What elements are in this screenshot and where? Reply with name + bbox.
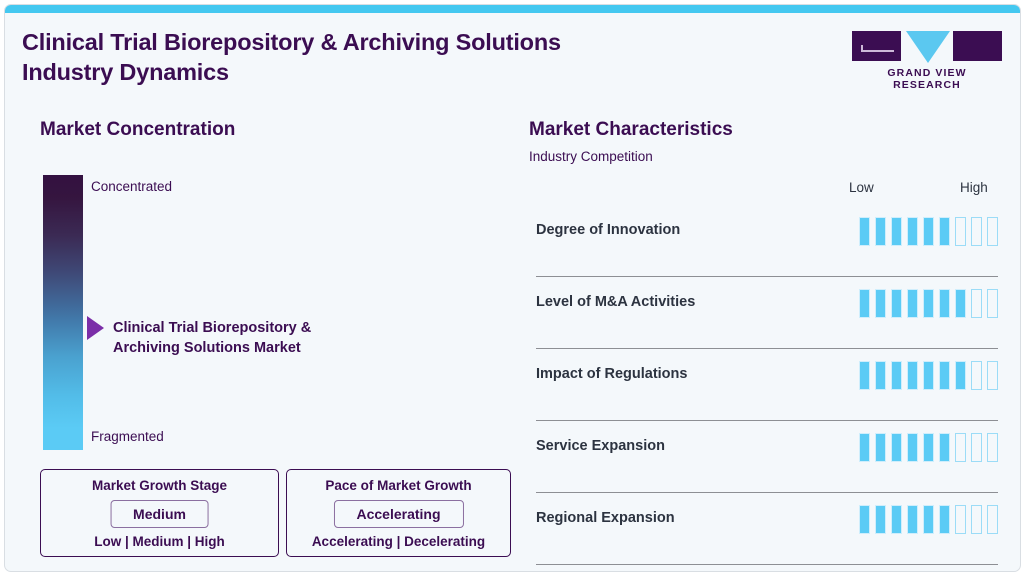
rating-segment-empty bbox=[971, 217, 982, 246]
logo-right-rect-icon bbox=[953, 31, 1002, 61]
characteristic-label: Level of M&A Activities bbox=[536, 294, 696, 310]
rating-segment-filled bbox=[891, 433, 902, 462]
rating-segment-filled bbox=[955, 289, 966, 318]
rating-segment-empty bbox=[971, 361, 982, 390]
rating-segment-filled bbox=[923, 217, 934, 246]
rating-segment-empty bbox=[987, 505, 998, 534]
market-growth-stage-value-chip: Medium bbox=[110, 500, 209, 528]
rating-segment-filled bbox=[859, 361, 870, 390]
characteristics-rows: Degree of Innovation Level of M&A Activit… bbox=[536, 205, 998, 565]
rating-segment-filled bbox=[891, 505, 902, 534]
rating-segment-empty bbox=[987, 361, 998, 390]
concentration-top-label: Concentrated bbox=[91, 179, 173, 194]
characteristic-rating-bars bbox=[859, 361, 998, 390]
logo-left-rect-icon bbox=[852, 31, 901, 61]
rating-segment-empty bbox=[971, 289, 982, 318]
characteristic-row: Level of M&A Activities bbox=[536, 277, 998, 349]
market-characteristics-subheading: Industry Competition bbox=[529, 149, 653, 164]
market-growth-stage-value: Medium bbox=[133, 506, 186, 522]
rating-segment-filled bbox=[939, 505, 950, 534]
market-growth-stage-title: Market Growth Stage bbox=[91, 478, 228, 493]
scale-low-label: Low bbox=[849, 180, 874, 195]
pace-of-market-growth-title: Pace of Market Growth bbox=[325, 478, 472, 493]
market-position-label: Clinical Trial Biorepository & Archiving… bbox=[113, 320, 312, 356]
characteristic-rating-bars bbox=[859, 217, 998, 246]
logo-text: GRAND VIEW RESEARCH bbox=[887, 67, 967, 91]
characteristic-rating-bars bbox=[859, 289, 998, 318]
rating-segment-filled bbox=[907, 505, 918, 534]
rating-segment-empty bbox=[987, 433, 998, 462]
rating-segment-filled bbox=[859, 217, 870, 246]
characteristic-label: Regional Expansion bbox=[536, 510, 675, 526]
pace-of-market-growth-box: Pace of Market Growth Accelerating Accel… bbox=[286, 469, 511, 557]
pace-of-market-growth-value: Accelerating bbox=[356, 506, 441, 522]
scale-high-label: High bbox=[960, 180, 988, 195]
page-title: Clinical Trial Biorepository & Archiving… bbox=[22, 29, 561, 85]
rating-segment-filled bbox=[859, 505, 870, 534]
concentration-gradient-bar bbox=[43, 175, 83, 450]
market-characteristics-heading: Market Characteristics bbox=[529, 119, 733, 140]
rating-segment-filled bbox=[939, 289, 950, 318]
rating-segment-filled bbox=[859, 433, 870, 462]
characteristic-row: Degree of Innovation bbox=[536, 205, 998, 277]
rating-segment-filled bbox=[859, 289, 870, 318]
logo-left-tick-icon bbox=[861, 45, 863, 51]
characteristic-row: Regional Expansion bbox=[536, 493, 998, 565]
rating-segment-empty bbox=[971, 505, 982, 534]
rating-segment-filled bbox=[907, 289, 918, 318]
infographic-card: Clinical Trial Biorepository & Archiving… bbox=[4, 4, 1021, 572]
rating-segment-empty bbox=[987, 289, 998, 318]
characteristic-label: Impact of Regulations bbox=[536, 366, 688, 382]
characteristic-row: Service Expansion bbox=[536, 421, 998, 493]
characteristic-row: Impact of Regulations bbox=[536, 349, 998, 421]
characteristic-rating-bars bbox=[859, 505, 998, 534]
grand-view-research-logo: GRAND VIEW RESEARCH bbox=[852, 31, 1002, 91]
rating-segment-filled bbox=[939, 361, 950, 390]
top-accent-bar bbox=[5, 5, 1020, 13]
rating-segment-filled bbox=[939, 217, 950, 246]
rating-segment-filled bbox=[923, 289, 934, 318]
rating-segment-empty bbox=[987, 217, 998, 246]
rating-segment-filled bbox=[907, 433, 918, 462]
rating-segment-filled bbox=[891, 217, 902, 246]
rating-segment-empty bbox=[971, 433, 982, 462]
pace-of-market-growth-scale: Accelerating | Decelerating bbox=[311, 534, 486, 549]
rating-segment-empty bbox=[955, 505, 966, 534]
rating-segment-filled bbox=[875, 289, 886, 318]
logo-left-line-icon bbox=[861, 50, 894, 52]
rating-segment-filled bbox=[955, 361, 966, 390]
characteristic-label: Degree of Innovation bbox=[536, 222, 681, 238]
rating-segment-filled bbox=[907, 361, 918, 390]
characteristic-rating-bars bbox=[859, 433, 998, 462]
rating-segment-filled bbox=[891, 289, 902, 318]
concentration-bottom-label: Fragmented bbox=[91, 429, 164, 444]
rating-segment-filled bbox=[875, 505, 886, 534]
rating-segment-filled bbox=[875, 361, 886, 390]
market-growth-stage-box: Market Growth Stage Medium Low | Medium … bbox=[40, 469, 279, 557]
rating-segment-filled bbox=[875, 217, 886, 246]
rating-segment-filled bbox=[891, 361, 902, 390]
rating-segment-empty bbox=[955, 217, 966, 246]
rating-segment-filled bbox=[923, 433, 934, 462]
market-position-arrow-icon bbox=[87, 316, 104, 340]
market-concentration-heading: Market Concentration bbox=[40, 119, 236, 140]
logo-triangle-icon bbox=[906, 31, 950, 63]
pace-of-market-growth-value-chip: Accelerating bbox=[333, 500, 464, 528]
rating-segment-filled bbox=[875, 433, 886, 462]
characteristic-label: Service Expansion bbox=[536, 438, 665, 454]
rating-segment-filled bbox=[923, 361, 934, 390]
rating-segment-filled bbox=[907, 217, 918, 246]
rating-segment-filled bbox=[939, 433, 950, 462]
rating-segment-filled bbox=[923, 505, 934, 534]
market-growth-stage-scale: Low | Medium | High bbox=[94, 534, 225, 549]
rating-segment-empty bbox=[955, 433, 966, 462]
